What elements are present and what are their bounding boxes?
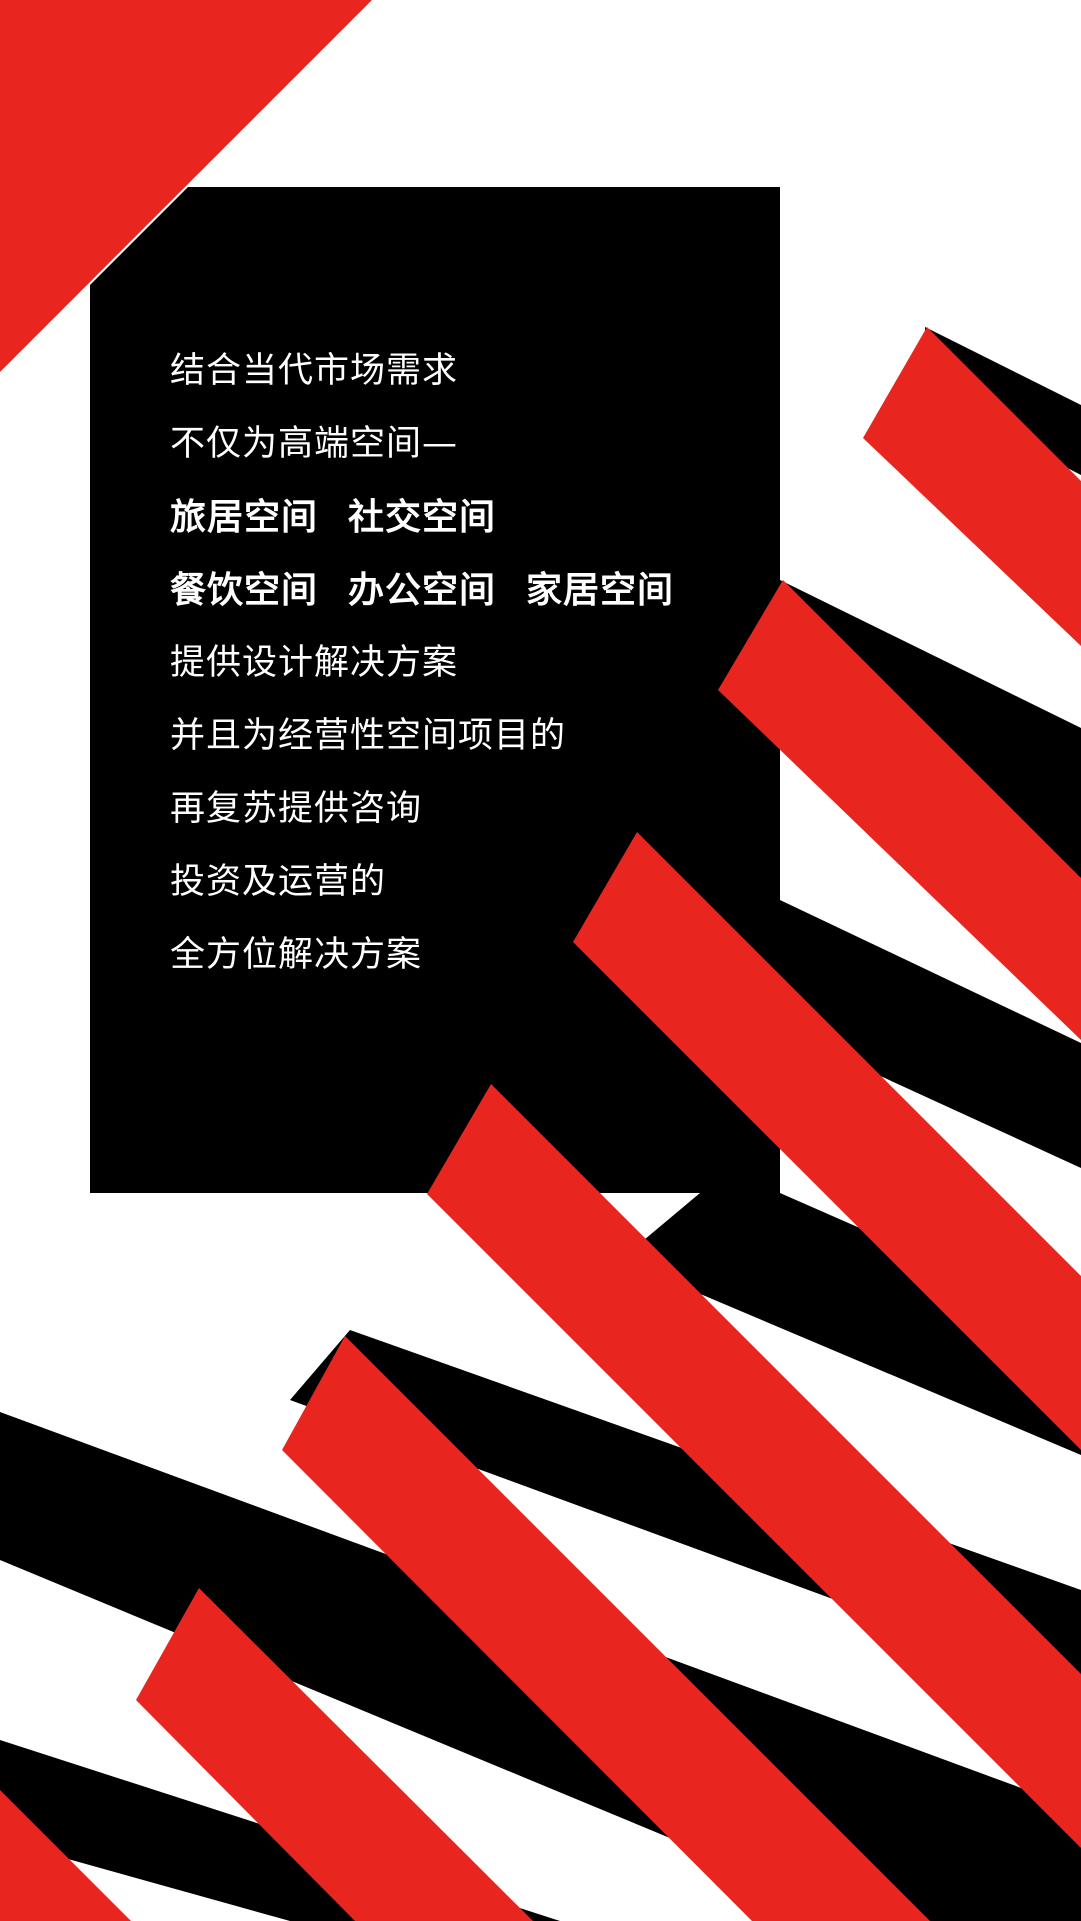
text-line: 不仅为高端空间— [170,408,770,481]
text-line: 结合当代市场需求 [170,335,770,408]
red-stripe-1 [863,327,1081,646]
text-line: 全方位解决方案 [170,919,770,992]
red-stripe-2 [718,580,1081,1040]
text-segment: 餐饮空间 [170,570,319,611]
text-segment: 并且为经营性空间项目的 [170,716,567,756]
text-segment: 提供设计解决方案 [170,643,459,683]
text-segment: 全方位解决方案 [170,935,423,975]
text-line: 提供设计解决方案 [170,627,770,700]
text-segment: 办公空间 [348,570,497,611]
text-line: 旅居空间 社交空间 [170,481,770,554]
text-line: 并且为经营性空间项目的 [170,700,770,773]
red-stripe-6 [136,1588,533,1921]
black-ribbon-4 [620,1193,1081,1455]
text-segment: 社交空间 [348,497,497,538]
red-corner-triangle [0,0,372,372]
text-segment: 旅居空间 [170,497,319,538]
red-stripe-4 [427,1084,1081,1848]
text-line: 再复苏提供咨询 [170,773,770,846]
text-line: 投资及运营的 [170,846,770,919]
red-stripe-3 [573,832,1081,1450]
red-stripe-5 [282,1336,930,1921]
text-segment: 不仅为高端空间— [170,424,459,464]
intro-text-block: 结合当代市场需求 不仅为高端空间— 旅居空间 社交空间 餐饮空间 办公空间 家居空间 提供设计… [170,335,770,992]
black-ribbon-3 [780,900,1081,1168]
text-segment: 家居空间 [526,570,675,611]
text-segment: 投资及运营的 [170,862,387,902]
text-segment: 结合当代市场需求 [170,351,459,391]
text-line: 餐饮空间 办公空间 家居空间 [170,554,770,627]
red-stripe-7 [0,1790,131,1921]
text-segment: 再复苏提供咨询 [170,789,423,829]
